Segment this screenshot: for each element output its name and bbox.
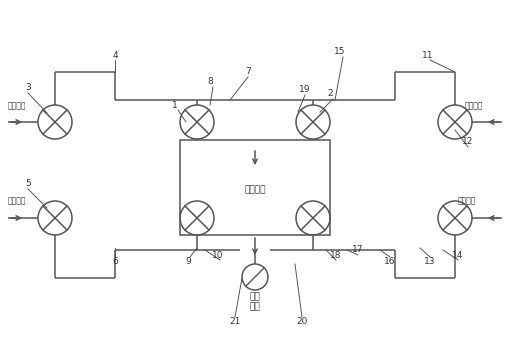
Text: 2: 2: [327, 89, 332, 98]
Text: 5: 5: [25, 179, 31, 188]
Text: 19: 19: [299, 86, 310, 95]
Text: 17: 17: [352, 245, 363, 254]
Text: 6: 6: [112, 258, 118, 267]
Text: 冲洗进水: 冲洗进水: [8, 196, 26, 205]
Text: 12: 12: [461, 138, 473, 147]
Text: 11: 11: [421, 51, 433, 59]
Bar: [180, 140, 329, 235]
Text: 9: 9: [185, 258, 190, 267]
Text: 系统进水: 系统进水: [464, 101, 483, 110]
Text: 18: 18: [330, 251, 341, 260]
Text: 10: 10: [212, 251, 223, 260]
Text: 3: 3: [25, 83, 31, 92]
Text: 4: 4: [112, 51, 118, 59]
Text: 冲洗进水: 冲洗进水: [457, 196, 475, 205]
Text: 系统进水: 系统进水: [8, 101, 26, 110]
Text: 7: 7: [245, 67, 250, 76]
Text: 13: 13: [423, 258, 435, 267]
Text: 冲洗出水: 冲洗出水: [244, 186, 265, 194]
Text: 系统
出水: 系统 出水: [249, 292, 260, 311]
Text: 21: 21: [229, 318, 240, 327]
Text: 16: 16: [383, 258, 395, 267]
Text: 8: 8: [207, 77, 212, 87]
Text: 15: 15: [333, 47, 345, 57]
Text: 1: 1: [172, 101, 178, 110]
Text: 14: 14: [451, 251, 463, 260]
Text: 20: 20: [296, 318, 307, 327]
